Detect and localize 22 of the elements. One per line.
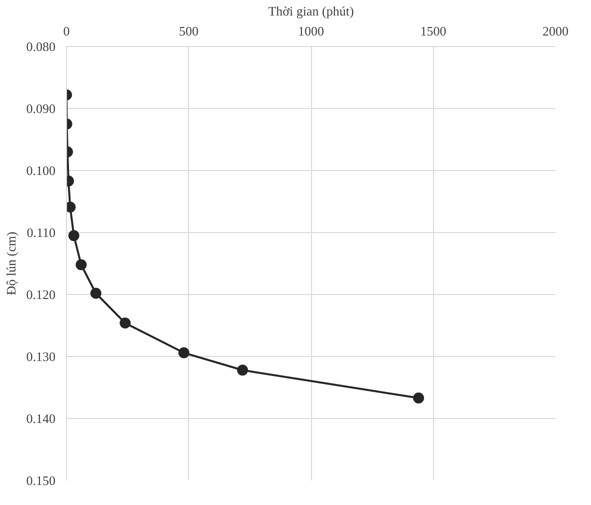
y-tick-label: 0.120 [26,287,56,302]
x-tick-label: 2000 [542,24,568,38]
x-tick-label: 500 [179,24,198,38]
y-axis-title: Độ lún (cm) [3,232,18,296]
y-tick-label: 0.100 [26,163,56,178]
y-tick-label: 0.150 [26,473,56,488]
point [178,347,190,358]
y-tick-label: 0.090 [26,101,56,116]
point [90,288,102,299]
y-tick-label: 0.080 [26,39,56,54]
y-tick-label: 0.140 [26,411,56,426]
x-tick-label: 0 [63,24,70,38]
point [120,318,131,329]
y-tick-label: 0.130 [26,349,56,364]
x-tick-label: 1500 [420,24,446,38]
x-tick-label: 1000 [298,24,324,38]
point [237,364,248,376]
point [68,230,80,242]
x-axis-title: Thời gian (phút) [268,4,354,18]
y-tick-label: 0.110 [26,225,56,240]
point [413,392,424,404]
point [76,259,87,270]
